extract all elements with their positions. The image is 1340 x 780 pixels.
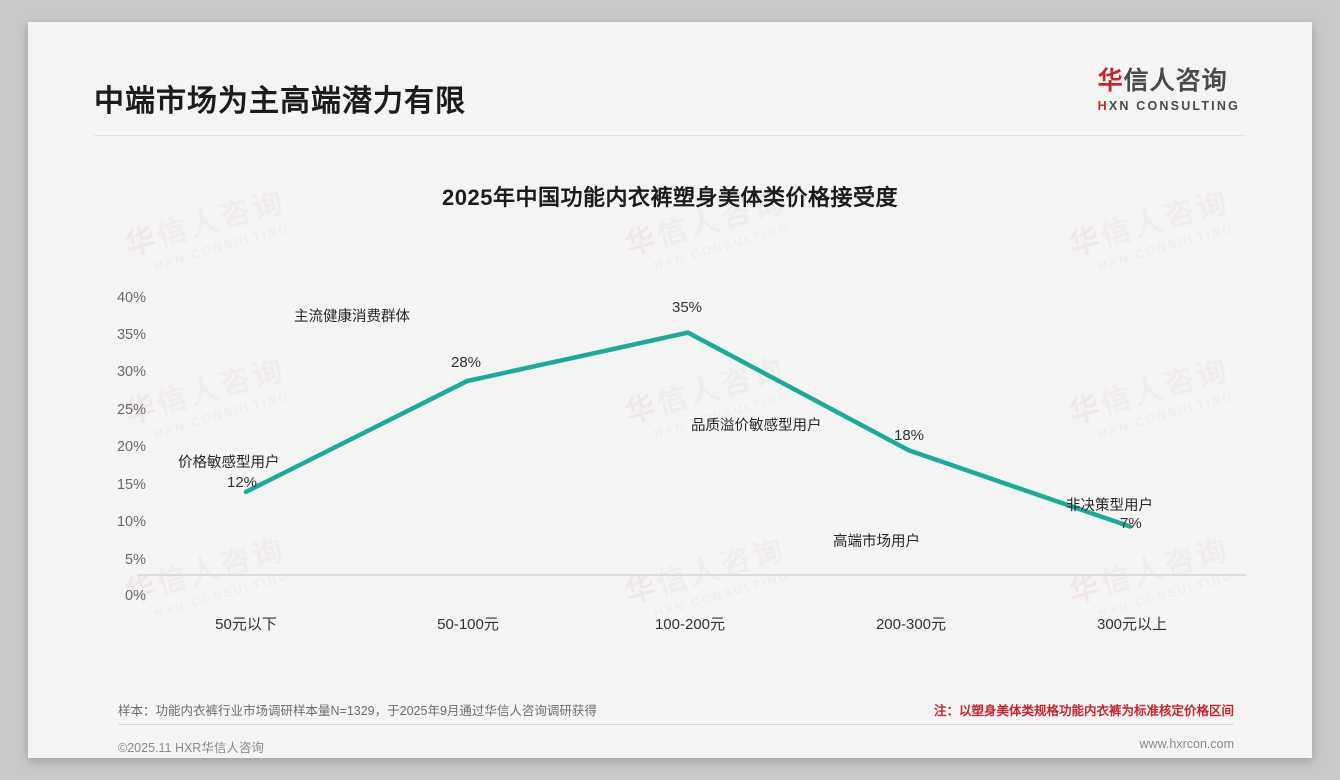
website-link[interactable]: www.hxrcon.com [1139, 737, 1234, 751]
logo-accent-char: 华 [1097, 67, 1124, 95]
sample-note: 样本：功能内衣裤行业市场调研样本量N=1329，于2025年9月通过华信人咨询调… [118, 704, 597, 718]
data-label: 35% [672, 299, 703, 316]
annotation-price-sensitive: 价格敏感型用户 [178, 455, 280, 471]
page-title: 中端市场为主高端潜力有限 [94, 85, 466, 118]
y-tick-label: 40% [116, 290, 146, 306]
footer-divider [118, 724, 1234, 725]
red-note: 注：以塑身美体类规格功能内衣裤为标准核定价格区间 [933, 704, 1234, 718]
y-tick-label: 10% [116, 514, 146, 530]
logo-en-text: XN CONSULTING [1108, 98, 1240, 113]
data-label: 28% [451, 354, 482, 371]
line-chart-plot [138, 330, 1246, 576]
annotation-mainstream: 主流健康消费群体 [294, 309, 410, 325]
slide: 华信人咨询 HXN CONSULTING 华信人咨询 HXN CONSULTIN… [28, 22, 1312, 758]
y-tick-label: 5% [125, 552, 146, 568]
annotation-high-end: 高端市场用户 [833, 534, 920, 550]
chart-title: 2025年中国功能内衣裤塑身美体类价格接受度 [442, 185, 898, 210]
x-tick-label: 200-300元 [875, 616, 947, 633]
copyright-text: ©2025.11 HXR华信人咨询 [118, 741, 264, 755]
data-label: 12% [227, 474, 258, 491]
logo-cn-text: 信人咨询 [1123, 67, 1228, 95]
y-tick-label: 20% [116, 439, 146, 455]
y-tick-label: 35% [116, 327, 146, 343]
company-logo: 华信人咨询 HXN CONSULTING [1097, 67, 1240, 113]
y-tick-label: 25% [116, 402, 146, 418]
x-tick-label: 100-200元 [654, 616, 726, 633]
annotation-premium-sensitive: 品质溢价敏感型用户 [691, 418, 822, 434]
data-line-series [243, 330, 1133, 529]
y-tick-label: 0% [125, 588, 146, 604]
x-tick-label: 50元以下 [215, 616, 277, 633]
data-label: 7% [1120, 515, 1142, 532]
logo-en-accent: H [1097, 98, 1109, 113]
slide-header: 中端市场为主高端潜力有限 华信人咨询 HXN CONSULTING [28, 22, 1312, 136]
y-tick-label: 30% [116, 364, 146, 380]
header-divider [94, 135, 1246, 136]
x-tick-label: 50-100元 [437, 616, 499, 633]
annotation-non-decision: 非决策型用户 [1066, 498, 1153, 514]
y-tick-label: 15% [116, 477, 146, 493]
data-label: 18% [894, 427, 925, 444]
x-tick-label: 300元以上 [1096, 616, 1168, 633]
